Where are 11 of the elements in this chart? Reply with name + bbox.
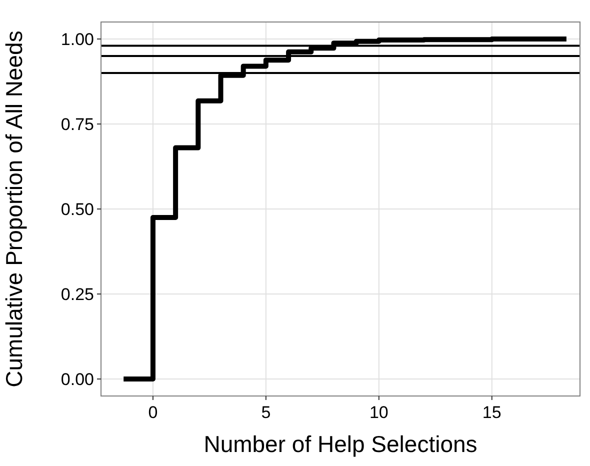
- x-tick-label: 10: [369, 403, 388, 422]
- x-axis-title: Number of Help Selections: [204, 431, 478, 457]
- x-tick-label: 5: [261, 403, 271, 422]
- y-tick-label: 0.75: [60, 114, 94, 134]
- y-tick-label: 1.00: [60, 30, 94, 49]
- x-tick-label: 15: [482, 403, 502, 422]
- x-tick-label: 0: [148, 403, 158, 422]
- y-axis-title: Cumulative Proportion of All Needs: [1, 30, 27, 388]
- y-tick-label: 0.50: [60, 200, 94, 219]
- y-tick-label: 0.25: [60, 284, 94, 304]
- y-tick-label: 0.00: [60, 370, 94, 389]
